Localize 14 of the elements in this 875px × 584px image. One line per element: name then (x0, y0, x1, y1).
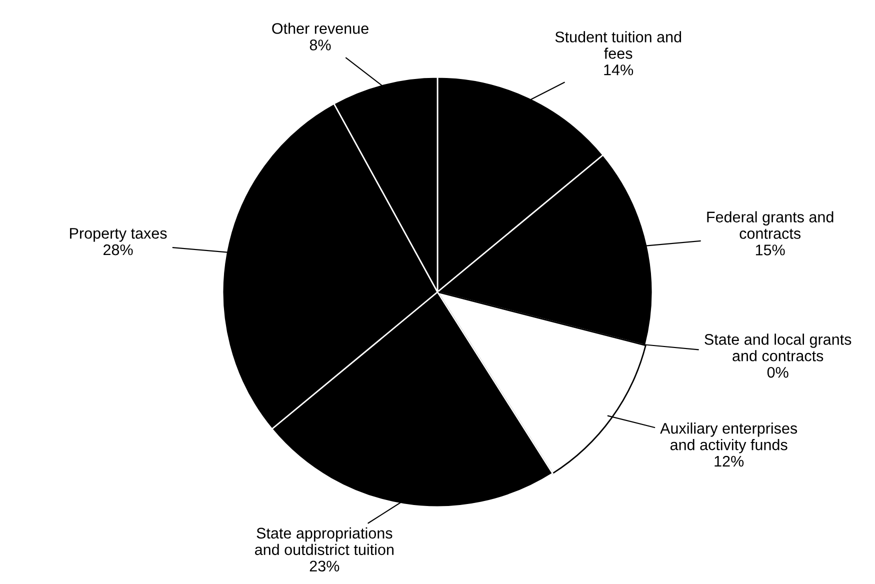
data-label: 14% (604, 64, 634, 76)
data-label: 15% (756, 244, 785, 256)
data-label: 8% (310, 40, 331, 50)
slice-label: Federal grants and contracts (707, 211, 834, 239)
text: 0% (767, 366, 788, 378)
data-label: 12% (714, 456, 744, 467)
data-label: 23% (310, 560, 340, 572)
legend-label: State and local grants and contracts (704, 334, 852, 362)
slice-label: Property taxes (70, 228, 167, 242)
slice-label: Student tuition and fees (555, 31, 682, 59)
data-label: 28% (104, 244, 133, 256)
slice-label: Auxiliary enterprises and activity funds (660, 422, 798, 454)
slice-label: Other revenue (272, 22, 368, 34)
slice-label: State appropriations and outdistrict tuition (255, 527, 394, 556)
